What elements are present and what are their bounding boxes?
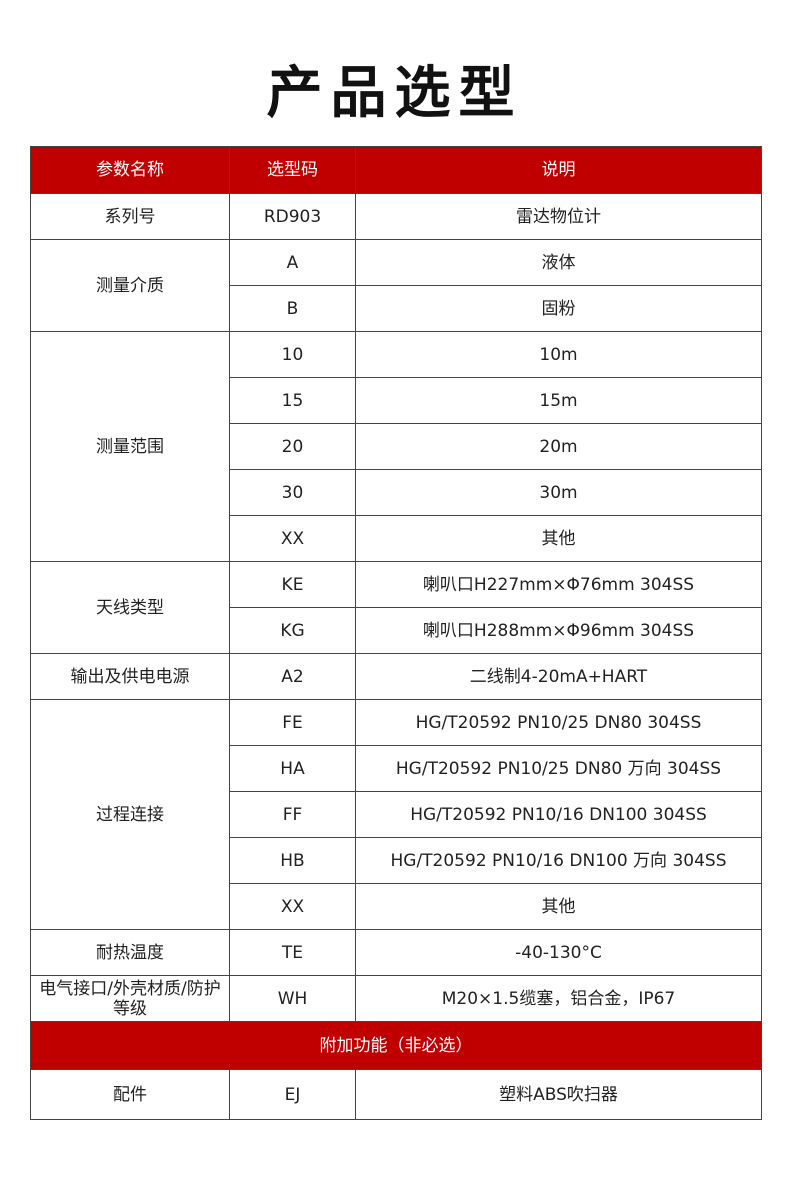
selection-table: 参数名称 选型码 说明 系列号 RD903 雷达物位计 测量介质 A 液体 B 固粉 测量范围 1…: [30, 146, 762, 1120]
table-row: 天线类型 KE 喇叭口H227mm×Φ76mm 304SS: [30, 561, 762, 654]
code-cell: RD903: [229, 193, 356, 240]
code-cell: TE: [229, 929, 356, 976]
code-cell: A2: [229, 653, 356, 700]
parameter-name: 系列号: [30, 193, 230, 240]
table-row: 耐热温度 TE -40-130°C: [30, 929, 762, 976]
code-cell: 30: [229, 469, 356, 516]
code-cell: XX: [229, 883, 356, 930]
table-row: 30 30m: [31, 469, 762, 516]
header-code: 选型码: [229, 146, 356, 194]
code-cell: 10: [229, 331, 356, 378]
description-cell: 二线制4-20mA+HART: [355, 653, 762, 700]
code-cell: EJ: [229, 1069, 356, 1120]
code-cell: 15: [229, 377, 356, 424]
table-row: XX 其他: [31, 883, 762, 930]
table-row: 测量范围 10 10m: [30, 331, 762, 562]
code-cell: FE: [229, 699, 356, 746]
table-row: KG 喇叭口H288mm×Φ96mm 304SS: [31, 607, 762, 654]
header-parameter: 参数名称: [30, 146, 230, 194]
description-cell: 液体: [355, 239, 762, 286]
code-cell: KE: [229, 561, 356, 608]
description-cell: 其他: [355, 515, 762, 562]
code-cell: WH: [229, 975, 356, 1022]
description-cell: 20m: [355, 423, 762, 470]
description-cell: 30m: [355, 469, 762, 516]
description-cell: HG/T20592 PN10/16 DN100 304SS: [355, 791, 762, 838]
parameter-name: 天线类型: [30, 561, 230, 654]
table-row: 输出及供电电源 A2 二线制4-20mA+HART: [30, 653, 762, 700]
section-row: 附加功能（非必选）: [30, 1021, 762, 1070]
table-row: 测量介质 A 液体: [30, 239, 762, 332]
page-title: 产品选型: [266, 61, 523, 126]
description-cell: 雷达物位计: [355, 193, 762, 240]
description-cell: -40-130°C: [355, 929, 762, 976]
table-row: 配件 EJ 塑料ABS吹扫器: [30, 1069, 762, 1120]
table-header-row: 参数名称 选型码 说明: [30, 146, 762, 194]
description-cell: 其他: [355, 883, 762, 930]
description-cell: HG/T20592 PN10/16 DN100 万向 304SS: [355, 837, 762, 884]
code-cell: KG: [229, 607, 356, 654]
parameter-name: 过程连接: [30, 699, 230, 930]
description-cell: 10m: [355, 331, 762, 378]
code-cell: HB: [229, 837, 356, 884]
description-cell: 固粉: [355, 285, 762, 332]
section-title: 附加功能（非必选）: [30, 1021, 762, 1070]
parameter-name: 测量介质: [30, 239, 230, 332]
code-cell: FF: [229, 791, 356, 838]
code-cell: XX: [229, 515, 356, 562]
parameter-name: 输出及供电电源: [30, 653, 230, 700]
parameter-name: 配件: [30, 1069, 230, 1120]
description-cell: 喇叭口H288mm×Φ96mm 304SS: [355, 607, 762, 654]
description-cell: HG/T20592 PN10/25 DN80 304SS: [355, 699, 762, 746]
table-row: 20 20m: [31, 423, 762, 470]
parameter-name: 测量范围: [30, 331, 230, 562]
code-cell: B: [229, 285, 356, 332]
description-cell: HG/T20592 PN10/25 DN80 万向 304SS: [355, 745, 762, 792]
description-cell: M20×1.5缆塞，铝合金，IP67: [355, 975, 762, 1022]
parameter-name: 耐热温度: [30, 929, 230, 976]
table-row: 过程连接 FE HG/T20592 PN10/25 DN80 304SS: [30, 699, 762, 930]
code-cell: A: [229, 239, 356, 286]
table-row: HA HG/T20592 PN10/25 DN80 万向 304SS: [31, 745, 762, 792]
description-cell: 15m: [355, 377, 762, 424]
code-cell: 20: [229, 423, 356, 470]
table-row: 系列号 RD903 雷达物位计: [30, 193, 762, 240]
parameter-name: 电气接口/外壳材质/防护等级: [30, 975, 230, 1022]
description-cell: 塑料ABS吹扫器: [355, 1069, 762, 1120]
description-cell: 喇叭口H227mm×Φ76mm 304SS: [355, 561, 762, 608]
table-row: HB HG/T20592 PN10/16 DN100 万向 304SS: [31, 837, 762, 884]
table-row: 电气接口/外壳材质/防护等级 WH M20×1.5缆塞，铝合金，IP67: [30, 975, 762, 1022]
header-description: 说明: [355, 146, 762, 194]
code-cell: HA: [229, 745, 356, 792]
table-row: XX 其他: [31, 515, 762, 562]
